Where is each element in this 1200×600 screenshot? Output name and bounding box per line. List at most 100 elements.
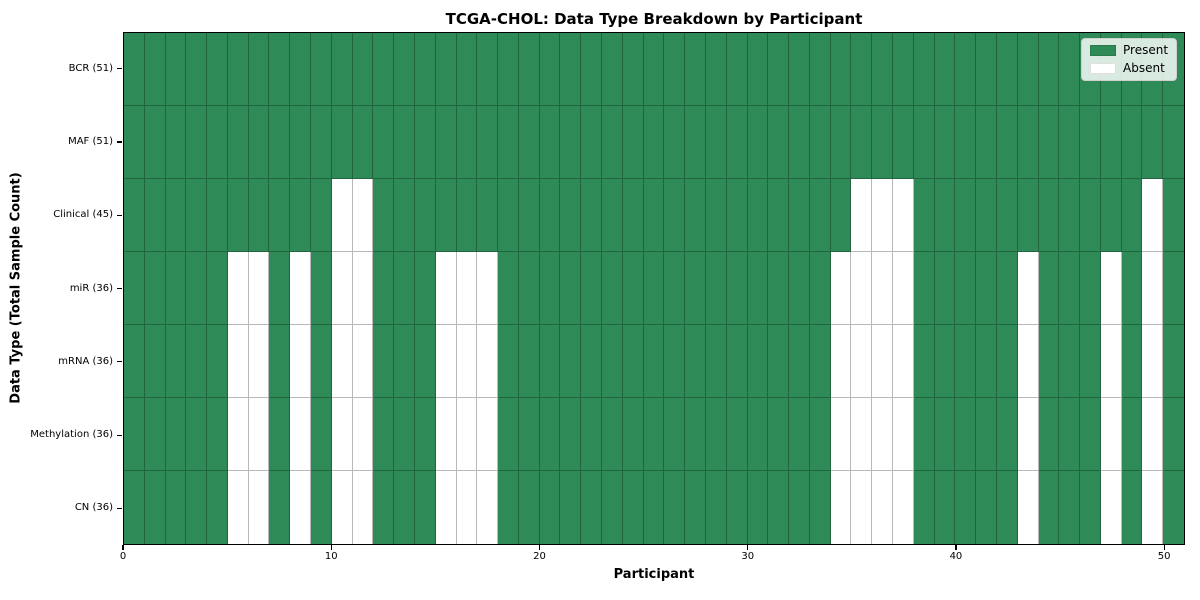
heatmap-cell [1080, 471, 1101, 544]
heatmap-cell [290, 398, 312, 471]
heatmap-cell [913, 252, 935, 325]
heatmap-cell [539, 33, 561, 106]
heatmap-cell [976, 179, 997, 252]
heatmap-cell [539, 398, 561, 471]
heatmap-cell [477, 398, 499, 471]
heatmap-cell [830, 325, 852, 398]
heatmap-cell [560, 471, 582, 544]
heatmap-cell [747, 398, 769, 471]
heatmap-cell [768, 398, 790, 471]
heatmap-cell [373, 179, 395, 252]
heatmap-cell [622, 398, 644, 471]
heatmap-cell [1017, 398, 1039, 471]
heatmap-cell [809, 471, 831, 544]
heatmap-cell [311, 398, 332, 471]
heatmap-cell [1059, 252, 1081, 325]
heatmap-cell [913, 33, 935, 106]
heatmap-cell [477, 325, 499, 398]
heatmap-cell [622, 252, 644, 325]
heatmap-cell [726, 398, 748, 471]
heatmap-cell [186, 398, 208, 471]
heatmap-cell [1163, 106, 1184, 179]
heatmap-cell [560, 325, 582, 398]
heatmap-cell [165, 398, 187, 471]
heatmap-cell [1017, 471, 1039, 544]
heatmap-cell [1080, 179, 1101, 252]
heatmap-cell [165, 471, 187, 544]
heatmap-cell [456, 33, 478, 106]
heatmap-cell [1059, 471, 1081, 544]
heatmap-cell [311, 106, 332, 179]
heatmap-cell [976, 398, 997, 471]
heatmap-cell [955, 325, 977, 398]
heatmap-cell [602, 471, 623, 544]
y-tick-label: CN (36) [74, 502, 113, 514]
heatmap-cell [290, 471, 312, 544]
heatmap-cell [207, 398, 228, 471]
heatmap-cell [394, 398, 415, 471]
heatmap-cell [581, 325, 603, 398]
legend-absent-label: Absent [1123, 61, 1165, 75]
y-tick-label: BCR (51) [68, 62, 113, 74]
heatmap-cell [1059, 179, 1081, 252]
heatmap-cell [726, 252, 748, 325]
x-tick-mark [955, 545, 957, 550]
heatmap-cell [124, 398, 145, 471]
heatmap-cell [207, 325, 228, 398]
heatmap-cell [581, 179, 603, 252]
heatmap-cell [705, 398, 727, 471]
heatmap-cell [747, 106, 769, 179]
heatmap-cell [186, 325, 208, 398]
heatmap-cell [498, 325, 519, 398]
heatmap-cell [394, 106, 415, 179]
heatmap-cell [498, 252, 519, 325]
heatmap-cell [1080, 398, 1101, 471]
heatmap-cell [872, 471, 894, 544]
x-tick-mark [747, 545, 749, 550]
heatmap-cell [789, 179, 810, 252]
heatmap-cell [830, 106, 852, 179]
heatmap-cell [1038, 33, 1060, 106]
heatmap-cell [1163, 471, 1184, 544]
heatmap-cell [1142, 179, 1164, 252]
heatmap-cell [290, 106, 312, 179]
heatmap-cell [165, 252, 187, 325]
heatmap-cell [664, 106, 686, 179]
heatmap-cell [394, 179, 415, 252]
heatmap-cell [456, 325, 478, 398]
heatmap-cell [1121, 398, 1143, 471]
heatmap-cell [498, 179, 519, 252]
heatmap-cell [248, 398, 270, 471]
heatmap-cell [518, 33, 540, 106]
heatmap-cell [643, 325, 665, 398]
heatmap-cell [414, 179, 436, 252]
heatmap-cell [518, 398, 540, 471]
heatmap-cell [269, 471, 291, 544]
heatmap-cell [352, 33, 374, 106]
heatmap-cell [996, 325, 1018, 398]
heatmap-cell [789, 33, 810, 106]
heatmap-cell [664, 471, 686, 544]
heatmap-cell [893, 106, 914, 179]
heatmap-cell [976, 33, 997, 106]
heatmap-cell [851, 179, 873, 252]
heatmap-cell [1100, 179, 1122, 252]
heatmap-cell [560, 252, 582, 325]
heatmap-cell [955, 398, 977, 471]
heatmap-cell [830, 33, 852, 106]
x-tick-mark [538, 545, 541, 550]
heatmap-cell [809, 398, 831, 471]
heatmap-cell [913, 325, 935, 398]
heatmap-cell [124, 252, 145, 325]
heatmap-cell [1100, 471, 1122, 544]
heatmap-cell [685, 33, 706, 106]
heatmap-cell [456, 471, 478, 544]
heatmap-cell [456, 398, 478, 471]
heatmap-cell [913, 398, 935, 471]
heatmap-cell [747, 179, 769, 252]
heatmap-cell [747, 252, 769, 325]
heatmap-cell [435, 33, 457, 106]
heatmap-cell [186, 471, 208, 544]
heatmap-cell [913, 471, 935, 544]
heatmap-cell [269, 33, 291, 106]
